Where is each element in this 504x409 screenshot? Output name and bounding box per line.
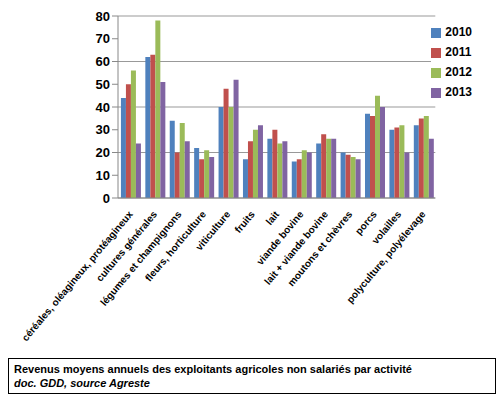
html-text:2012: 2012: [445, 65, 472, 79]
svg-text:lait: lait: [264, 208, 282, 227]
svg-text:30: 30: [96, 122, 110, 137]
html-text:2013: 2013: [445, 85, 472, 99]
svg-text:fruits: fruits: [232, 208, 257, 235]
html-text:Revenus moyens annuels des exp: Revenus moyens annuels des exploitants a…: [14, 363, 412, 375]
svg-text:10: 10: [96, 168, 110, 183]
svg-text:céréales, oléagineux, protéagi: céréales, oléagineux, protéagineux: [19, 208, 135, 344]
svg-text:20: 20: [96, 145, 110, 160]
html-text:2010: 2010: [445, 25, 472, 39]
html-text:doc. GDD, source Agreste: doc. GDD, source Agreste: [14, 377, 150, 389]
svg-text:cultures générales: cultures générales: [94, 208, 160, 284]
svg-text:40: 40: [96, 100, 110, 115]
svg-text:viande bovine: viande bovine: [254, 208, 306, 267]
svg-text:80: 80: [96, 9, 110, 24]
svg-text:0: 0: [103, 191, 110, 206]
svg-text:porcs: porcs: [352, 208, 379, 237]
svg-text:lait + viande bovine: lait + viande bovine: [262, 208, 331, 287]
svg-text:moutons et chèvres: moutons et chèvres: [285, 208, 354, 288]
svg-text:volailles: volailles: [369, 208, 404, 247]
svg-text:légumes et champignons: légumes et champignons: [98, 208, 184, 308]
svg-text:60: 60: [96, 54, 110, 69]
svg-text:fleurs, horticulture: fleurs, horticulture: [142, 208, 208, 284]
svg-text:70: 70: [96, 31, 110, 46]
svg-text:polyculture, polyélevage: polyculture, polyélevage: [344, 208, 428, 305]
svg-text:viticulture: viticulture: [193, 208, 232, 252]
html-text:2011: 2011: [445, 45, 472, 59]
svg-text:50: 50: [96, 77, 110, 92]
